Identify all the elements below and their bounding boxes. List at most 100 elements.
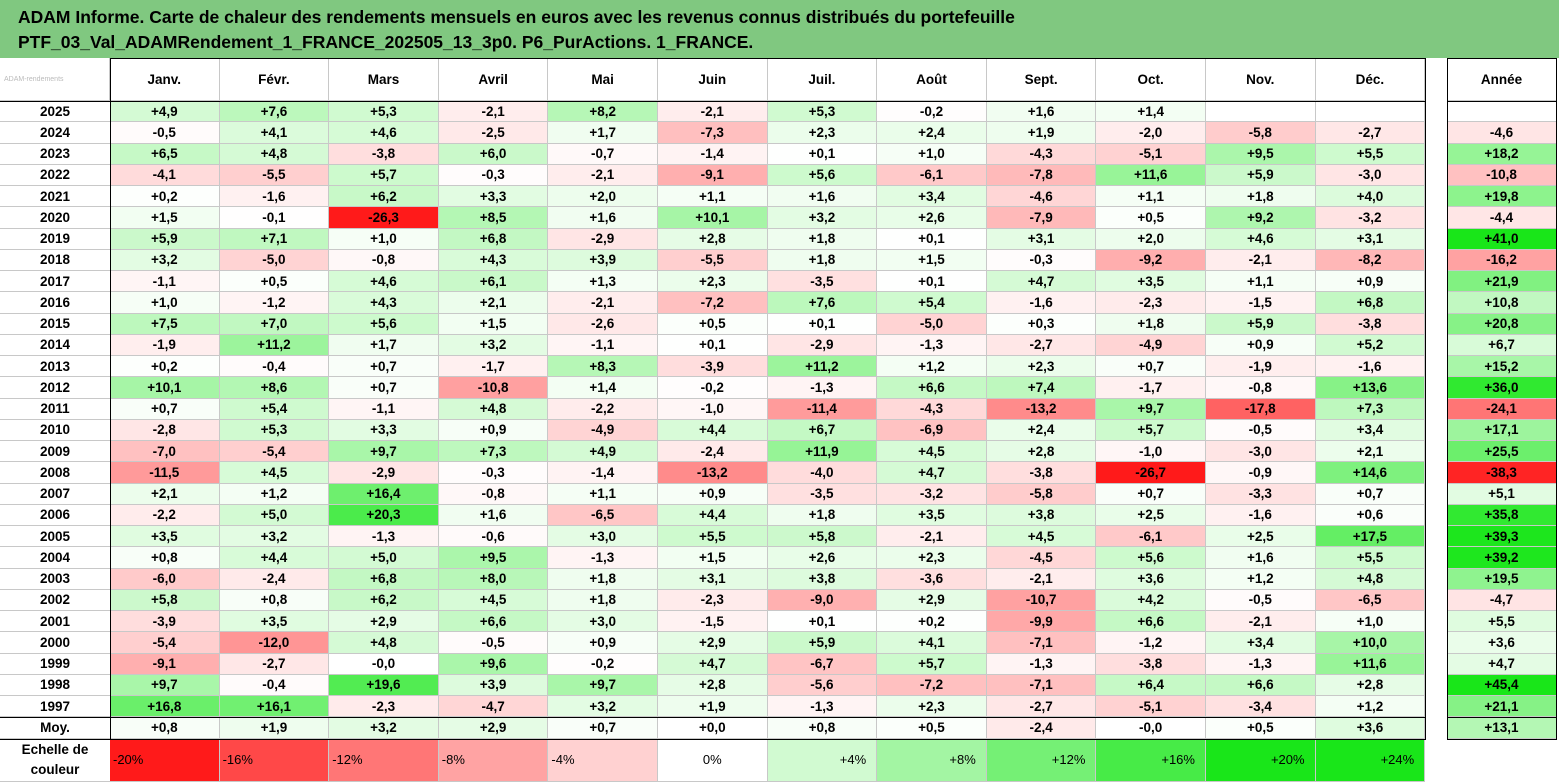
heat-cell: +3,6 <box>1315 717 1426 739</box>
row-label-Moy.: Moy. <box>0 717 110 739</box>
heat-cell: -4,3 <box>986 143 1097 165</box>
row-label-2024: 2024 <box>0 122 110 144</box>
heat-cell: -7,1 <box>986 632 1097 654</box>
annual-cell: -24,1 <box>1447 398 1557 420</box>
heat-cell: -3,8 <box>329 143 439 165</box>
heat-cell: -7,1 <box>986 674 1097 696</box>
heat-cell: +0,5 <box>658 313 768 335</box>
annual-cell: +4,7 <box>1447 653 1557 675</box>
heat-cell: +2,5 <box>1206 526 1316 548</box>
heat-cell: +0,1 <box>767 143 878 165</box>
heat-cell: -3,5 <box>767 483 878 505</box>
heat-cell: +9,5 <box>438 547 549 569</box>
heat-cell: -26,3 <box>329 207 439 229</box>
heat-cell: +0,1 <box>877 228 987 250</box>
heat-cell: +2,9 <box>877 589 987 611</box>
heat-cell: -3,0 <box>1315 164 1426 186</box>
heat-cell: +2,8 <box>986 441 1097 463</box>
heat-cell: +3,0 <box>548 526 658 548</box>
heat-cell: -2,7 <box>986 334 1097 356</box>
heat-cell: +14,6 <box>1315 462 1426 484</box>
heat-cell: +16,8 <box>110 696 220 718</box>
heat-cell: -0,9 <box>1206 462 1316 484</box>
row-label-2005: 2005 <box>0 526 110 548</box>
heat-cell: -1,3 <box>767 696 878 718</box>
scale-swatch: +4% <box>767 738 878 782</box>
heat-cell: -2,7 <box>1315 122 1426 144</box>
heat-cell: +2,8 <box>1315 674 1426 696</box>
heat-cell: +0,7 <box>110 398 220 420</box>
heat-cell: -5,5 <box>658 249 768 271</box>
heat-cell: +6,6 <box>1206 674 1316 696</box>
heat-cell: +0,6 <box>1315 504 1426 526</box>
scale-swatch: +8% <box>877 738 987 782</box>
heat-cell: +6,5 <box>110 143 220 165</box>
heat-cell: +0,0 <box>658 717 768 739</box>
heat-cell: -2,9 <box>548 228 658 250</box>
heat-cell: +0,1 <box>767 313 878 335</box>
heat-cell: +2,1 <box>438 292 549 314</box>
month-header-1: Janv. <box>110 58 220 101</box>
row-label-2018: 2018 <box>0 249 110 271</box>
heat-cell: -11,4 <box>767 398 878 420</box>
heat-cell: -7,3 <box>658 122 768 144</box>
heat-cell: -9,9 <box>986 611 1097 633</box>
heat-cell: +1,0 <box>877 143 987 165</box>
heat-cell: -0,5 <box>110 122 220 144</box>
heat-cell: +1,8 <box>1206 186 1316 208</box>
scale-swatch: +20% <box>1206 738 1316 782</box>
heat-cell: -2,1 <box>986 568 1097 590</box>
heat-cell: +11,9 <box>767 441 878 463</box>
heat-cell: +5,7 <box>329 164 439 186</box>
heat-cell: +3,1 <box>1315 228 1426 250</box>
heat-cell: +1,8 <box>548 568 658 590</box>
heat-cell: -1,9 <box>1206 356 1316 378</box>
heat-cell: -1,3 <box>329 526 439 548</box>
heat-cell: +4,2 <box>1096 589 1206 611</box>
heat-cell: -0,3 <box>986 249 1097 271</box>
heat-cell: -2,1 <box>1206 611 1316 633</box>
heat-cell: +2,1 <box>110 483 220 505</box>
heat-cell: -1,1 <box>329 398 439 420</box>
heat-cell: -6,5 <box>1315 589 1426 611</box>
heat-cell: -5,4 <box>219 441 330 463</box>
row-label-2002: 2002 <box>0 589 110 611</box>
heat-cell: +9,7 <box>548 674 658 696</box>
heat-cell: +2,0 <box>548 186 658 208</box>
heat-cell: +0,7 <box>1096 356 1206 378</box>
heat-cell: +2,4 <box>877 122 987 144</box>
heat-cell: -6,7 <box>767 653 878 675</box>
heat-cell: +4,3 <box>438 249 549 271</box>
heat-cell: -2,8 <box>110 419 220 441</box>
heat-cell: +5,0 <box>329 547 439 569</box>
heat-cell: +5,3 <box>329 101 439 123</box>
heat-cell: -13,2 <box>658 462 768 484</box>
heat-cell: -2,1 <box>438 101 549 123</box>
heat-cell: -3,9 <box>110 611 220 633</box>
row-label-2006: 2006 <box>0 504 110 526</box>
heat-cell: +1,8 <box>548 589 658 611</box>
heat-cell: +0,1 <box>658 334 768 356</box>
heat-cell: -2,7 <box>219 653 330 675</box>
row-label-2015: 2015 <box>0 313 110 335</box>
heat-cell: -1,2 <box>1096 632 1206 654</box>
heat-cell: +4,0 <box>1315 186 1426 208</box>
annual-cell: -38,3 <box>1447 462 1557 484</box>
heat-cell: +19,6 <box>329 674 439 696</box>
heat-cell: +4,6 <box>1206 228 1316 250</box>
heat-cell: -4,9 <box>1096 334 1206 356</box>
heat-cell: -1,3 <box>767 377 878 399</box>
heat-cell: +9,7 <box>1096 398 1206 420</box>
heat-cell: +0,9 <box>1206 334 1316 356</box>
annual-cell: +39,3 <box>1447 526 1557 548</box>
heat-cell: -1,0 <box>658 398 768 420</box>
heat-cell: +1,5 <box>438 313 549 335</box>
heat-cell: -9,0 <box>767 589 878 611</box>
heat-cell: +7,1 <box>219 228 330 250</box>
heat-cell: +1,9 <box>219 717 330 739</box>
heat-cell: -0,8 <box>1206 377 1316 399</box>
heat-cell: +0,1 <box>877 271 987 293</box>
heat-cell: -2,1 <box>548 164 658 186</box>
heat-cell: +3,8 <box>986 504 1097 526</box>
heat-cell: +3,3 <box>438 186 549 208</box>
